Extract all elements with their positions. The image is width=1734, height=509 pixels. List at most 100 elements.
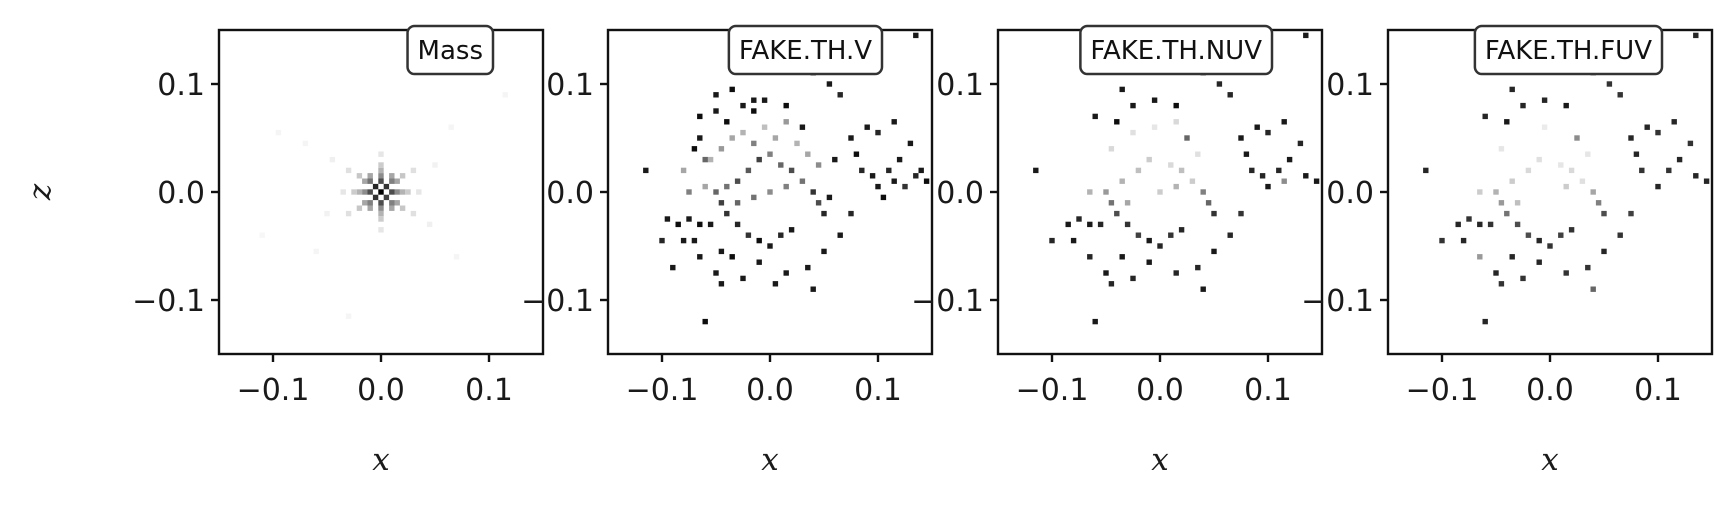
heatmap-cell xyxy=(1195,151,1201,157)
x-axis-label: x xyxy=(1541,442,1559,478)
heatmap-cell xyxy=(1243,151,1250,157)
heatmap-cell xyxy=(1536,259,1542,265)
heatmap-cell xyxy=(729,135,735,141)
heatmap-cell xyxy=(389,178,395,184)
heatmap-cell xyxy=(1477,221,1483,228)
heatmap-cell xyxy=(378,216,384,222)
heatmap-cell xyxy=(697,113,703,120)
heatmap-cell xyxy=(740,129,746,136)
heatmap-cell xyxy=(389,189,395,195)
heatmap-cell xyxy=(875,129,881,136)
y-tick-label: 0.1 xyxy=(1326,68,1374,103)
heatmap-cell xyxy=(389,173,395,179)
heatmap-cell xyxy=(702,183,708,190)
heatmap-cell xyxy=(1297,140,1304,147)
heatmap-cell xyxy=(1493,189,1499,195)
x-tick-label: 0.1 xyxy=(854,373,902,408)
heatmap-cell xyxy=(394,200,400,206)
heatmap-cell xyxy=(1547,243,1553,249)
heatmap-cell xyxy=(707,221,714,228)
heatmap-cell xyxy=(697,254,703,260)
heatmap-cell xyxy=(783,119,789,125)
panel-4: −0.1 0.0 0.1 −0.1 0.0 0.1 x FAKE.TH.FUV xyxy=(1301,24,1714,478)
heatmap-cell xyxy=(869,173,876,179)
heatmap-cell xyxy=(772,135,779,141)
heatmap-cell xyxy=(1590,189,1596,195)
heatmap-cell xyxy=(1498,200,1505,206)
heatmap-cell xyxy=(729,86,735,93)
panel-3: −0.1 0.0 0.1 −0.1 0.0 0.1 x FAKE.TH.NUV xyxy=(911,24,1324,478)
heatmap-cell xyxy=(643,167,649,174)
heatmap-cell xyxy=(345,313,352,319)
panel-title-box: FAKE.TH.V xyxy=(727,24,884,76)
heatmap-cell xyxy=(1693,32,1699,39)
heatmap-cell xyxy=(821,210,827,217)
heatmap-cell xyxy=(794,140,800,147)
heatmap-cell xyxy=(389,200,395,206)
panel-title: FAKE.TH.NUV xyxy=(1090,36,1262,66)
heatmap-cell xyxy=(729,254,735,260)
heatmap-cell xyxy=(351,189,357,195)
heatmap-cell xyxy=(383,194,390,201)
heatmap-cell xyxy=(1033,167,1039,174)
heatmap-cell xyxy=(859,167,865,174)
title-frame xyxy=(727,24,884,76)
heatmap-cell xyxy=(372,194,379,201)
heatmap-cell xyxy=(745,232,752,238)
heatmap-cell xyxy=(918,167,924,174)
heatmap-cell xyxy=(1568,167,1575,174)
heatmap-cell xyxy=(805,151,811,157)
heatmap-cell xyxy=(1628,210,1634,217)
heatmap-cell xyxy=(745,167,752,174)
heatmap-cell xyxy=(1439,237,1445,244)
heatmap-cell xyxy=(1514,200,1521,206)
heatmap-cell xyxy=(697,135,703,141)
heatmap-cell xyxy=(761,124,768,130)
heatmap-cell xyxy=(1265,129,1271,136)
x-tick-label: 0.0 xyxy=(1136,373,1184,408)
heatmap-cell xyxy=(399,173,406,179)
heatmap-cell xyxy=(751,108,757,114)
heatmap-cell xyxy=(1087,254,1093,260)
heatmap-cell xyxy=(1482,318,1488,325)
heatmap-cell xyxy=(891,178,897,184)
panel-title: FAKE.TH.V xyxy=(739,36,872,66)
heatmap-cell xyxy=(1065,221,1071,228)
heatmap-cell xyxy=(756,237,762,244)
heatmap-cell xyxy=(805,264,811,271)
x-axis-label: x xyxy=(1151,442,1169,478)
heatmap-cell xyxy=(740,102,746,109)
heatmap-cell xyxy=(378,167,384,174)
heatmap-cell xyxy=(1200,286,1206,292)
heatmap-cell xyxy=(670,264,676,271)
heatmap-cell xyxy=(1211,210,1217,217)
heatmap-cell xyxy=(880,194,887,201)
heatmap-cell xyxy=(778,232,784,238)
x-tick-label: −0.1 xyxy=(1406,373,1479,408)
heatmap-cell xyxy=(740,275,746,282)
heatmap-cell xyxy=(837,232,843,238)
heatmap-cell xyxy=(826,194,833,201)
heatmap-cell xyxy=(426,221,433,228)
heatmap-cell xyxy=(788,167,795,174)
heatmap-cell xyxy=(1087,221,1093,228)
heatmap-cell xyxy=(416,189,422,195)
heatmap-cell xyxy=(1227,232,1233,238)
heatmap-cell xyxy=(405,189,411,195)
y-tick-label: 0.1 xyxy=(546,68,594,103)
x-tick-label: −0.1 xyxy=(237,373,310,408)
heatmap-cell xyxy=(399,189,406,195)
heatmap-cell xyxy=(1178,167,1185,174)
y-tick-label: 0.1 xyxy=(157,68,205,103)
heatmap-cell xyxy=(1504,210,1510,217)
heatmap-cell xyxy=(767,151,773,157)
heatmap-cell xyxy=(713,108,719,114)
heatmap-cell xyxy=(821,248,827,255)
heatmap-cell xyxy=(383,183,390,190)
heatmap-cell xyxy=(356,189,363,195)
heatmap-cell xyxy=(1114,210,1120,217)
heatmap-cell xyxy=(324,210,330,217)
heatmap-cell xyxy=(1487,221,1494,228)
heatmap-cell xyxy=(891,119,897,125)
